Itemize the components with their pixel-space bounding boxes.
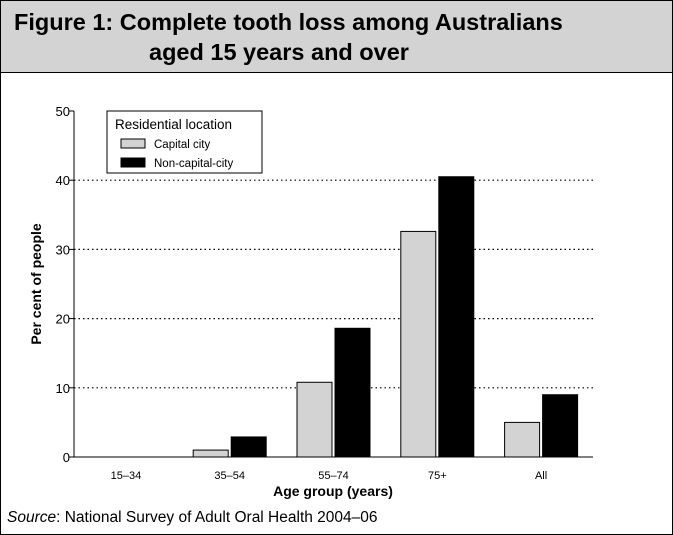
x-tick-label: 75+ bbox=[428, 470, 447, 482]
bars bbox=[192, 176, 579, 458]
legend: Residential location Capital city Non-cap… bbox=[106, 110, 263, 174]
y-tick-label: 30 bbox=[56, 242, 70, 257]
y-axis-label: Per cent of people bbox=[28, 223, 44, 345]
y-tick-label: 50 bbox=[56, 104, 70, 119]
bar-non-capital-city bbox=[334, 327, 371, 458]
title-bar: Figure 1: Complete tooth loss among Aust… bbox=[1, 1, 672, 73]
axes bbox=[73, 111, 593, 458]
bar-non-capital-city bbox=[542, 394, 579, 458]
bar-non-capital-city bbox=[438, 176, 475, 458]
source-note: Source: National Survey of Adult Oral He… bbox=[7, 509, 378, 527]
y-ticks: 0 10 20 30 40 50 bbox=[56, 104, 74, 465]
x-axis-label: Age group (years) bbox=[273, 483, 393, 499]
bar-capital-city bbox=[192, 449, 229, 458]
y-tick-label: 10 bbox=[56, 381, 70, 396]
legend-entries: Capital city Non-capital-city bbox=[120, 138, 233, 170]
bar-capital-city bbox=[400, 230, 437, 458]
x-tick-label: 55–74 bbox=[318, 470, 349, 482]
legend-label: Non-capital-city bbox=[154, 158, 233, 170]
y-tick-label: 20 bbox=[56, 312, 70, 327]
bar-chart: 0 10 20 30 40 50 15–34 35–54 55–74 75+ All Age gr… bbox=[28, 104, 593, 499]
y-tick-label: 40 bbox=[56, 173, 70, 188]
source-text: : National Survey of Adult Oral Health 2… bbox=[56, 509, 378, 526]
x-ticks: 15–34 35–54 55–74 75+ All bbox=[111, 470, 548, 482]
legend-label: Capital city bbox=[154, 139, 210, 151]
legend-title: Residential location bbox=[115, 117, 232, 132]
gridlines bbox=[74, 179, 593, 389]
figure-title-line-1: Figure 1: Complete tooth loss among Aust… bbox=[14, 9, 563, 35]
legend-swatch bbox=[120, 157, 146, 168]
legend-swatch bbox=[120, 138, 146, 149]
bar-capital-city bbox=[504, 421, 541, 458]
bar-capital-city bbox=[296, 381, 333, 458]
source-label: Source bbox=[7, 509, 57, 526]
x-tick-label: 15–34 bbox=[111, 470, 142, 482]
y-tick-label: 0 bbox=[63, 450, 70, 465]
figure-title-line-2: aged 15 years and over bbox=[149, 39, 409, 65]
x-tick-label: All bbox=[535, 470, 547, 482]
bar-non-capital-city bbox=[230, 436, 267, 458]
x-tick-label: 35–54 bbox=[214, 470, 245, 482]
